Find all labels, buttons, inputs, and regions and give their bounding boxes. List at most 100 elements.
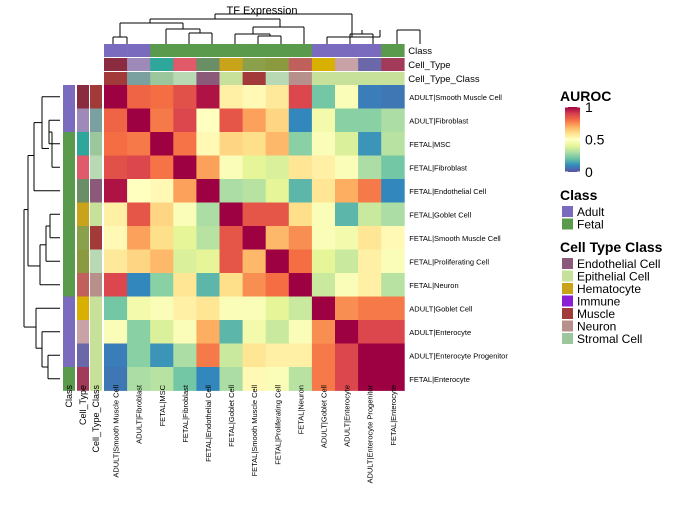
heatmap-cell: [127, 202, 151, 227]
annotation-cell: [63, 108, 75, 133]
annotation-cell: [196, 44, 220, 57]
heatmap-cell: [104, 202, 128, 227]
heatmap-cell: [219, 132, 243, 156]
annotation-cell: [104, 58, 128, 71]
heatmap-cell: [127, 296, 151, 321]
legend-swatch: [562, 283, 573, 294]
annotation-cell: [127, 58, 151, 71]
row-label: FETAL|Smooth Muscle Cell: [409, 234, 501, 243]
annotation-cell: [63, 202, 75, 227]
heatmap-cell: [335, 155, 359, 180]
heatmap-cell: [173, 155, 197, 180]
annotation-cell: [196, 58, 220, 71]
heatmap-cell: [242, 108, 267, 133]
colorbar: [565, 107, 580, 172]
heatmap-cell: [288, 273, 313, 297]
heatmap-cell: [265, 85, 290, 109]
annotation-cell: [219, 44, 243, 57]
heatmap-cell: [311, 226, 336, 250]
colorbar-tick-label: 0.5: [585, 132, 605, 148]
heatmap-cell: [311, 273, 336, 297]
heatmap-cell: [127, 155, 151, 180]
heatmap-cell: [242, 296, 267, 321]
heatmap-cell: [219, 343, 243, 368]
heatmap-cell: [288, 296, 313, 321]
heatmap-cell: [358, 155, 382, 180]
heatmap-cell: [219, 226, 243, 250]
heatmap-cell: [127, 273, 151, 297]
heatmap-cell: [104, 179, 128, 203]
annotation-cell: [265, 44, 290, 57]
column-label: FETAL|Smooth Muscle Cell: [250, 385, 259, 477]
heatmap-cell: [219, 296, 243, 321]
heatmap-cell: [104, 320, 128, 344]
heatmap-cell: [127, 85, 151, 109]
heatmap-cell: [358, 249, 382, 274]
heatmap-cell: [288, 85, 313, 109]
heatmap-cell: [150, 85, 174, 109]
heatmap-cell: [288, 155, 313, 180]
heatmap-cell: [242, 367, 267, 391]
heatmap-cell: [358, 85, 382, 109]
annotation-cell: [77, 179, 89, 203]
heatmap-cell: [196, 273, 220, 297]
legend-swatch: [562, 295, 573, 307]
annotation-cell: [63, 296, 75, 321]
annotation-label: Cell_Type: [78, 385, 88, 425]
column-label: ADULT|Enterocyte Progenitor: [366, 385, 375, 484]
annotation-cell: [335, 44, 359, 57]
annotation-cell: [242, 72, 266, 85]
legend-label: Neuron: [577, 320, 616, 334]
annotation-cell: [63, 179, 75, 203]
annotation-cell: [90, 320, 102, 344]
heatmap-cell: [173, 367, 197, 391]
legend-label: Muscle: [577, 307, 615, 321]
heatmap-cell: [219, 202, 243, 227]
annotation-cell: [104, 72, 128, 85]
heatmap-cell: [196, 202, 220, 227]
heatmap-cell: [265, 155, 290, 180]
heatmap-cell: [242, 249, 267, 274]
heatmap-cell: [104, 155, 128, 180]
heatmap-cell: [335, 249, 359, 274]
annotation-cell: [90, 179, 102, 203]
heatmap-cell: [288, 226, 313, 250]
column-label: ADULT|Enterocyte: [343, 385, 352, 447]
legend-label: Immune: [577, 295, 621, 309]
heatmap-cell: [104, 296, 128, 321]
legend-label: Epithelial Cell: [577, 270, 650, 284]
row-label: ADULT|Enterocyte: [409, 328, 471, 337]
heatmap-cell: [265, 202, 290, 227]
annotation-cell: [358, 58, 382, 71]
annotation-cell: [150, 58, 174, 71]
annotation-cell: [90, 202, 102, 227]
heatmap-cell: [288, 320, 313, 344]
heatmap-cell: [127, 132, 151, 156]
row-label: FETAL|Endothelial Cell: [409, 187, 486, 196]
heatmap-cell: [173, 132, 197, 156]
heatmap-cell: [196, 320, 220, 344]
heatmap-cell: [335, 202, 359, 227]
heatmap-cell: [173, 320, 197, 344]
annotation-cell: [104, 44, 128, 57]
legend-swatch: [562, 333, 573, 344]
heatmap-cell: [196, 85, 220, 109]
heatmap-cell: [381, 367, 405, 391]
heatmap-cell: [196, 179, 220, 203]
heatmap-cell: [242, 132, 267, 156]
heatmap-cell: [335, 367, 359, 391]
heatmap-cell: [381, 202, 405, 227]
heatmap-cell: [311, 249, 336, 274]
row-label: ADULT|Goblet Cell: [409, 304, 472, 313]
annotation-cell: [150, 44, 174, 57]
annotation-cell: [77, 132, 89, 156]
legend-title: Cell Type Class: [560, 239, 663, 255]
heatmap-cell: [173, 226, 197, 250]
legend-label: Adult: [577, 205, 605, 219]
column-label: FETAL|Neuron: [296, 385, 305, 434]
heatmap-cell: [150, 226, 174, 250]
heatmap-cell: [242, 179, 267, 203]
row-label: FETAL|Neuron: [409, 281, 458, 290]
heatmap-cell: [150, 273, 174, 297]
annotation-cell: [127, 72, 151, 85]
